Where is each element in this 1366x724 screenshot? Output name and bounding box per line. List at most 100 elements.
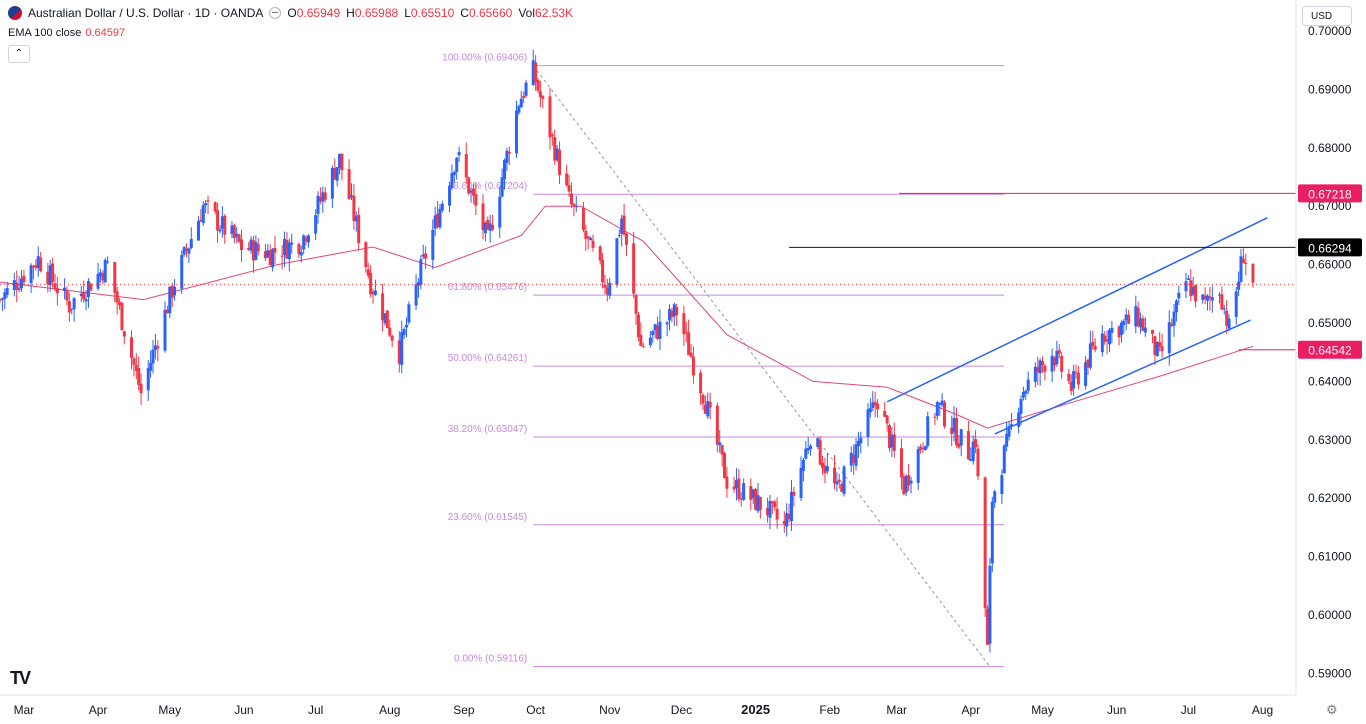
candle-body	[115, 291, 119, 303]
candle-body	[856, 440, 860, 447]
candle-body	[1041, 361, 1045, 365]
time-axis[interactable]: Mar Apr May Jun Jul Aug Sep Oct Nov Dec 2025 Feb Mar…	[0, 694, 1296, 717]
price-marker-bg	[1298, 184, 1362, 203]
candle-body	[53, 283, 57, 290]
candle-body	[189, 238, 193, 248]
candle-body	[366, 269, 370, 276]
candle-body	[816, 438, 820, 447]
candle-body	[1191, 286, 1195, 295]
candle-body	[364, 242, 368, 268]
candle-body	[371, 291, 375, 295]
high-label: H	[346, 6, 355, 20]
candle-body	[400, 332, 404, 365]
chevron-up-icon[interactable]: ⌃	[8, 45, 30, 63]
candle-body	[1060, 355, 1064, 372]
candle-body	[589, 237, 593, 241]
candle-body	[938, 403, 942, 405]
candle-body	[132, 358, 136, 365]
candle-body	[567, 185, 571, 192]
candle-body	[89, 283, 93, 291]
candle-body	[230, 225, 234, 235]
candle-body	[665, 322, 669, 325]
candle-body	[266, 250, 270, 258]
close-label: C	[460, 6, 469, 20]
y-tick-label: 0.61000	[1308, 550, 1352, 564]
x-tick-label: Mar	[14, 703, 35, 717]
candle-body	[471, 188, 475, 196]
candle-body	[534, 62, 538, 83]
candle-body	[249, 239, 253, 251]
y-tick-label: 0.68000	[1308, 141, 1352, 155]
candle-body	[416, 282, 420, 286]
candle-body	[691, 356, 695, 376]
candle-body	[622, 215, 626, 235]
high-value: 0.65988	[354, 6, 399, 20]
candle-body	[134, 364, 138, 371]
candle-body	[837, 479, 841, 482]
candle-body	[149, 362, 153, 371]
candle-body	[106, 261, 110, 263]
candle-body	[1217, 294, 1221, 296]
candle-body	[333, 168, 337, 180]
fibonacci-retracement[interactable]: 100.00% (0.69406) 78.60% (0.67204) 61.80% …	[442, 53, 1005, 668]
candle-body	[1203, 295, 1207, 300]
candle-body	[670, 310, 674, 317]
candle-body	[103, 259, 107, 283]
candle-body	[481, 203, 485, 231]
gear-icon[interactable]: ⚙	[1326, 702, 1338, 717]
drawings-layer[interactable]	[0, 192, 1296, 435]
candle-body	[1093, 345, 1097, 350]
candle-body	[1067, 373, 1071, 381]
candle-body	[787, 513, 791, 520]
x-tick-label: Dec	[671, 703, 692, 717]
candle-body	[550, 134, 554, 137]
candle-body	[12, 280, 16, 291]
candle-body	[804, 448, 808, 459]
candle-body	[290, 242, 294, 245]
candle-body	[954, 418, 958, 446]
ema-legend[interactable]: EMA 100 close 0.64597	[8, 27, 125, 39]
candle-body	[1174, 300, 1178, 313]
candle-body	[885, 415, 889, 424]
candle-body	[859, 437, 863, 444]
candle-body	[182, 247, 186, 255]
candle-body	[871, 402, 875, 408]
candle-body	[969, 459, 973, 461]
candle-body	[1074, 372, 1078, 374]
tradingview-logo[interactable]: TV	[10, 668, 31, 688]
candle-body	[170, 285, 174, 298]
price-marker-bg	[1298, 340, 1362, 359]
candle-body	[185, 248, 189, 251]
candle-body	[1227, 318, 1231, 329]
candle-body	[448, 185, 452, 206]
candle-body	[254, 242, 258, 260]
candle-body	[297, 243, 301, 255]
candle-body	[799, 467, 803, 498]
symbol-title[interactable]: Australian Dollar / U.S. Dollar · 1D · O…	[28, 6, 264, 20]
price-axis[interactable]: 0.70000 0.69000 0.68000 0.67000 0.66000 0.650…	[1295, 0, 1352, 695]
x-tick-label: Nov	[599, 703, 620, 717]
currency-selector[interactable]: USD	[1302, 6, 1352, 26]
candle-body	[555, 148, 559, 161]
candle-body	[1052, 357, 1056, 366]
candle-body	[1194, 285, 1198, 302]
candle-body	[390, 335, 394, 341]
candle-body	[658, 321, 662, 339]
candle-body	[385, 310, 389, 329]
candle-body	[789, 491, 793, 522]
candle-body	[455, 157, 459, 172]
candle-body	[766, 507, 770, 516]
candle-body	[723, 453, 727, 479]
candle-body	[514, 110, 518, 154]
candle-body	[1151, 330, 1155, 334]
market-status-icon[interactable]	[269, 7, 282, 19]
candle-body	[634, 295, 638, 314]
candle-body	[1201, 294, 1205, 300]
x-tick-label: Sep	[453, 703, 475, 717]
candle-body	[586, 236, 590, 239]
candle-body	[899, 448, 903, 478]
x-tick-label: Jun	[1107, 703, 1126, 717]
candle-body	[1206, 295, 1210, 301]
candle-body	[130, 337, 134, 358]
